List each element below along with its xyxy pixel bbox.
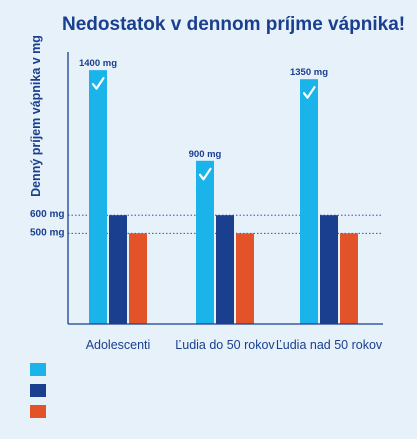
category-label: Ľudia do 50 rokov [175, 338, 275, 352]
data-label: 1400 mg [79, 58, 117, 69]
bar [300, 79, 318, 324]
legend-swatch [30, 405, 46, 418]
data-labels: 1400 mg 900 mg 1350 mg [79, 58, 328, 181]
data-label: 900 mg [189, 149, 222, 160]
bars [89, 70, 358, 324]
checkmark-icon [302, 86, 316, 99]
checkmark-icon [198, 167, 212, 181]
reference-label: 600 mg [30, 209, 64, 220]
bar [320, 215, 338, 324]
bar [109, 215, 127, 324]
category-labels: Adolescenti Ľudia do 50 rokov Ľudia nad 50… [86, 338, 383, 352]
reference-label: 500 mg [30, 227, 64, 238]
bar [89, 70, 107, 324]
bar [196, 160, 214, 324]
bar [129, 233, 147, 324]
legend [30, 363, 46, 418]
y-axis-label: Denný príjem vápnika v mg [29, 35, 43, 197]
chart-title: Nedostatok v dennom príjme vápnika! [62, 14, 405, 35]
category-label: Ľudia nad 50 rokov [276, 338, 383, 352]
data-label: 1350 mg [290, 67, 328, 78]
checkmark-icon [91, 77, 105, 90]
legend-swatch [30, 384, 46, 397]
bar [216, 215, 234, 324]
category-label: Adolescenti [86, 338, 151, 352]
legend-swatch [30, 363, 46, 376]
bar [236, 233, 254, 324]
bar [340, 233, 358, 324]
